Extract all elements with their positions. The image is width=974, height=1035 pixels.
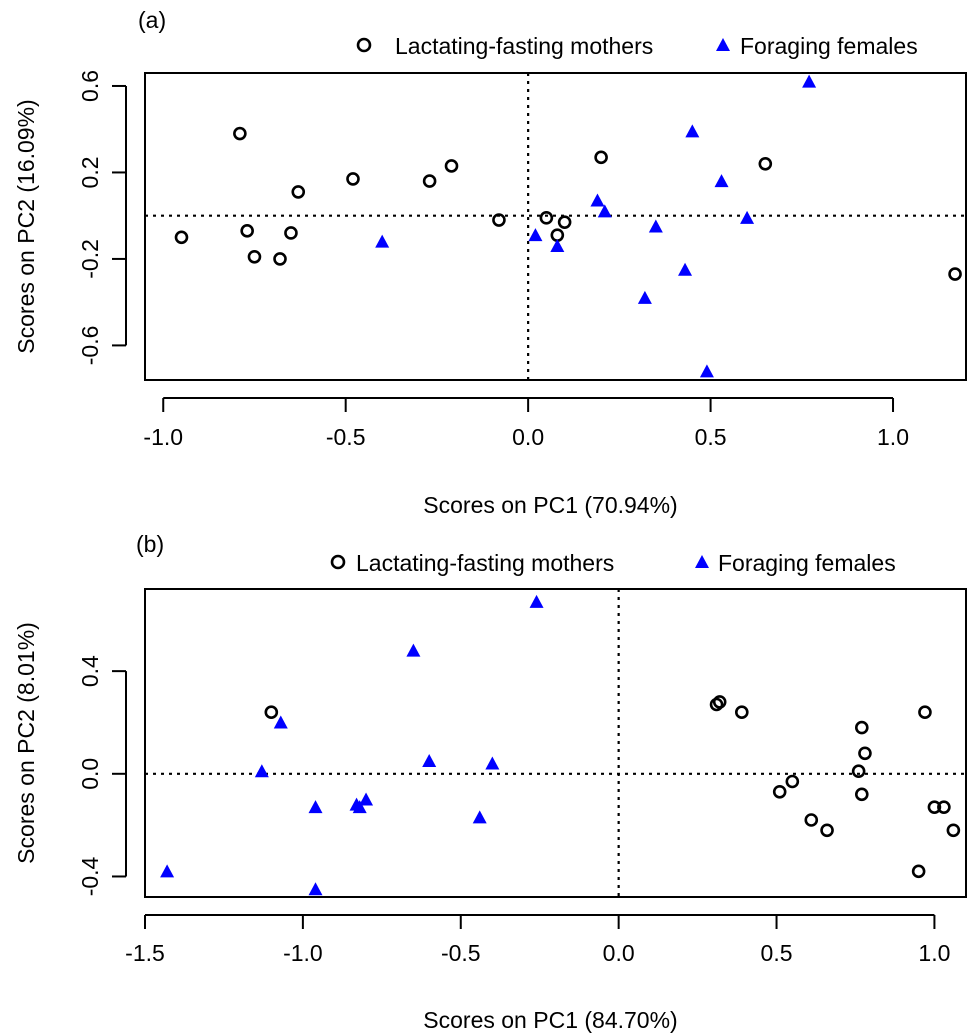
data-point-foraging (714, 174, 729, 188)
x-axis-title: Scores on PC1 (70.94%) (423, 492, 677, 518)
data-point-mothers (911, 864, 926, 879)
data-point-mothers (240, 224, 254, 238)
x-tick-label: 1.0 (877, 424, 909, 450)
data-point-foraging (699, 364, 714, 378)
panel-label: (b) (136, 531, 164, 557)
data-point-mothers (735, 705, 749, 720)
panel-b: (b) Lactating-fasting mothers Foraging fem… (13, 531, 967, 1033)
y-tick-label: -0.6 (77, 326, 103, 366)
panel-label: (a) (138, 7, 166, 33)
data-point-foraging (254, 764, 269, 778)
data-point-foraging (273, 715, 288, 729)
data-point-foraging (529, 594, 544, 608)
data-point-mothers (854, 720, 869, 735)
data-point-foraging (802, 74, 817, 88)
legend-label-foraging: Foraging females (740, 33, 918, 59)
data-point-mothers (927, 800, 942, 814)
data-point-mothers (174, 230, 189, 245)
data-point-foraging (685, 124, 700, 138)
x-tick-label: 0.5 (695, 424, 727, 450)
data-point-mothers (804, 813, 819, 827)
data-point-mothers (820, 823, 834, 838)
x-tick-label: -1.0 (283, 940, 323, 966)
data-point-foraging (528, 228, 543, 242)
data-point-mothers (851, 764, 866, 779)
data-point-mothers (948, 267, 962, 281)
data-point-foraging (740, 210, 755, 224)
legend-label-foraging: Foraging females (718, 550, 896, 576)
data-point-foraging (648, 219, 663, 233)
y-axis-title: Scores on PC2 (16.09%) (13, 99, 39, 353)
data-point-foraging (597, 204, 612, 218)
x-tick-label: 1.0 (918, 940, 950, 966)
data-point-foraging (308, 882, 323, 896)
data-point-foraging (550, 238, 565, 252)
data-point-mothers (247, 249, 262, 264)
data-point-mothers (291, 185, 306, 199)
data-point-mothers (946, 823, 961, 838)
plot-frame (144, 588, 967, 898)
y-axis-title: Scores on PC2 (8.01%) (13, 622, 39, 864)
data-point-foraging (406, 643, 421, 657)
legend-marker-mothers (356, 37, 372, 53)
legend-marker-mothers (330, 554, 346, 570)
data-point-mothers (346, 172, 360, 186)
data-point-mothers (273, 252, 287, 266)
data-point-mothers (758, 157, 773, 171)
data-point-mothers (492, 213, 506, 227)
legend-label-mothers: Lactating-fasting mothers (356, 550, 614, 576)
data-point-foraging (359, 792, 374, 806)
y-tick-label: 0.6 (77, 70, 103, 102)
data-point-mothers (772, 784, 787, 799)
data-point-mothers (539, 211, 554, 225)
data-point-foraging (422, 753, 437, 767)
legend-label-mothers: Lactating-fasting mothers (395, 33, 653, 59)
data-point-foraging (308, 800, 323, 814)
y-tick-label: 0.2 (77, 156, 103, 188)
data-point-foraging (472, 810, 487, 824)
data-point-foraging (590, 193, 605, 207)
data-point-foraging (375, 234, 390, 248)
data-point-mothers (594, 150, 608, 165)
x-tick-label: 0.0 (603, 940, 635, 966)
data-point-mothers (422, 174, 437, 188)
x-tick-label: 0.0 (512, 424, 544, 450)
data-point-mothers (284, 226, 298, 240)
data-point-foraging (352, 800, 367, 814)
data-point-mothers (712, 695, 727, 709)
x-axis-title: Scores on PC1 (84.70%) (423, 1007, 677, 1033)
data-point-foraging (678, 262, 693, 276)
data-point-foraging (160, 864, 175, 878)
data-point-mothers (233, 126, 247, 141)
x-tick-label: 0.5 (761, 940, 793, 966)
data-point-mothers (785, 774, 800, 789)
x-tick-label: -0.5 (441, 940, 481, 966)
data-point-mothers (937, 800, 951, 814)
plot-frame (144, 72, 967, 381)
data-point-mothers (264, 705, 279, 720)
y-tick-label: 0.0 (77, 758, 103, 790)
legend-marker-foraging (695, 555, 709, 568)
panel-a: (a) Lactating-fasting mothers Foraging fem… (13, 7, 967, 518)
legend-marker-foraging (716, 38, 730, 51)
data-point-mothers (854, 787, 869, 802)
y-tick-label: -0.2 (77, 239, 103, 279)
data-point-mothers (918, 705, 932, 720)
data-point-foraging (485, 756, 500, 770)
data-point-mothers (858, 746, 872, 761)
y-tick-label: -0.4 (77, 856, 103, 896)
data-point-mothers (557, 215, 572, 229)
x-tick-label: -1.5 (125, 940, 165, 966)
data-point-mothers (444, 159, 459, 173)
data-point-foraging (637, 290, 652, 304)
y-tick-label: 0.4 (77, 655, 103, 687)
x-tick-label: -1.0 (143, 424, 183, 450)
x-tick-label: -0.5 (326, 424, 366, 450)
